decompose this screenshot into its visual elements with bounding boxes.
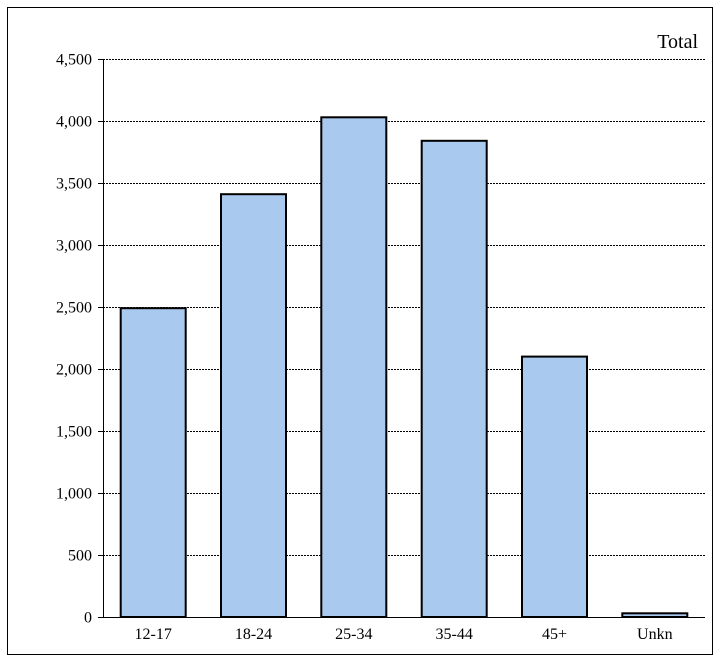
x-tick-labels: 12-17 18-24 25-34 35-44 45+ Unkn xyxy=(135,626,673,643)
bar-unkn xyxy=(621,612,689,618)
gridlines xyxy=(103,59,705,556)
series-label: Total xyxy=(657,31,698,53)
x-tick-label: 45+ xyxy=(542,626,567,643)
y-tick-label: 1,500 xyxy=(56,424,92,441)
x-tick-label: 35-44 xyxy=(436,626,473,643)
x-tick-label: 12-17 xyxy=(135,626,172,643)
bar-18-24 xyxy=(220,193,287,618)
x-tick-label: 18-24 xyxy=(235,626,272,643)
y-tick-label: 2,000 xyxy=(56,362,92,379)
y-tick-labels: 0 500 1,000 1,500 2,000 2,500 3,000 3,500 4,000 4… xyxy=(56,52,92,627)
bar-45- xyxy=(521,355,588,618)
axes xyxy=(98,59,705,618)
bars xyxy=(119,116,689,619)
y-tick-label: 3,000 xyxy=(56,238,92,255)
bar-35-44 xyxy=(420,139,488,619)
y-tick-label: 2,500 xyxy=(56,300,92,317)
x-tick-label: 25-34 xyxy=(335,626,372,643)
bar-25-34 xyxy=(320,116,388,619)
y-tick-label: 4,000 xyxy=(56,114,92,131)
bar-12-17 xyxy=(119,307,187,618)
y-tick-label: 500 xyxy=(68,548,92,565)
y-tick-label: 0 xyxy=(84,610,92,627)
y-tick-label: 1,000 xyxy=(56,486,92,503)
y-tick-label: 3,500 xyxy=(56,176,92,193)
x-tick-label: Unkn xyxy=(637,626,673,643)
y-tick-label: 4,500 xyxy=(56,52,92,69)
